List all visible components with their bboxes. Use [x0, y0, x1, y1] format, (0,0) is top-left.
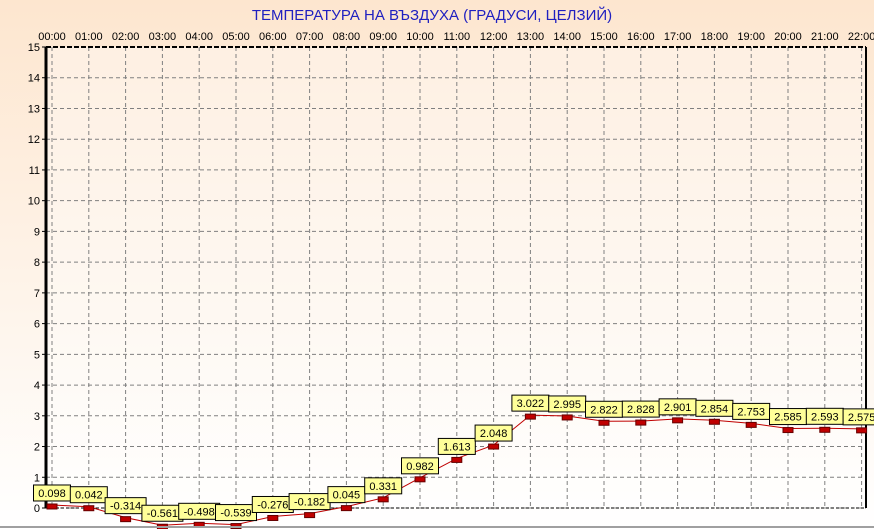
x-tick-label: 15:00 — [590, 31, 618, 43]
x-tick-label: 14:00 — [553, 31, 581, 43]
x-tick-label: 11:00 — [443, 31, 470, 43]
data-point — [598, 419, 610, 426]
data-point — [672, 417, 684, 424]
data-label-box — [327, 486, 366, 504]
data-label: 0.098 — [38, 488, 66, 500]
y-tick-label: 10 — [28, 196, 40, 208]
data-label-box — [437, 437, 476, 455]
y-tick-label: 7 — [34, 288, 40, 300]
data-point — [414, 476, 426, 483]
data-point — [635, 419, 647, 426]
y-tick-label: 2 — [34, 442, 40, 454]
data-label: 0.331 — [369, 481, 397, 493]
y-tick-label: 8 — [34, 257, 40, 269]
data-label: -0.498 — [184, 506, 215, 518]
data-point — [819, 426, 831, 433]
data-label: 2.822 — [590, 404, 618, 416]
x-tick-label: 22:00 — [848, 31, 874, 43]
x-tick-label: 21:00 — [811, 31, 839, 43]
data-label: -0.539 — [220, 508, 251, 520]
data-label: 2.901 — [664, 402, 692, 414]
data-point — [708, 418, 720, 425]
data-label: 0.042 — [75, 490, 103, 502]
data-label: 2.828 — [627, 404, 655, 416]
data-label-box — [69, 486, 108, 504]
data-label: 2.575 — [848, 412, 874, 424]
data-label: 2.854 — [701, 403, 729, 415]
x-tick-label: 03:00 — [149, 31, 177, 43]
data-point — [488, 443, 500, 450]
x-tick-label: 00:00 — [38, 31, 66, 43]
data-label: 2.593 — [811, 411, 839, 423]
y-tick-label: 13 — [28, 103, 40, 115]
data-point — [46, 503, 58, 510]
data-point — [524, 413, 536, 420]
data-point — [340, 505, 352, 512]
x-tick-label: 16:00 — [627, 31, 655, 43]
data-label: 2.753 — [737, 406, 765, 418]
x-tick-label: 19:00 — [737, 31, 765, 43]
x-tick-label: 09:00 — [369, 31, 397, 43]
data-label-box — [401, 457, 439, 475]
x-tick-label: 01:00 — [75, 31, 103, 43]
x-tick-label: 04:00 — [185, 31, 213, 43]
x-tick-label: 06:00 — [259, 31, 287, 43]
y-tick-label: 1 — [34, 472, 40, 484]
data-point — [304, 512, 316, 519]
data-point — [120, 516, 132, 523]
data-label: 2.995 — [553, 399, 581, 411]
data-label: 3.022 — [517, 398, 545, 410]
data-label: -0.561 — [147, 508, 178, 520]
data-point — [561, 414, 573, 421]
x-tick-label: 07:00 — [296, 31, 324, 43]
y-tick-label: 14 — [28, 73, 40, 85]
x-tick-label: 13:00 — [517, 31, 545, 43]
x-tick-label: 08:00 — [333, 31, 361, 43]
data-label: 0.982 — [406, 461, 434, 473]
y-tick-label: 3 — [34, 411, 40, 423]
x-tick-label: 10:00 — [406, 31, 434, 43]
plot-area — [46, 47, 866, 508]
data-point — [856, 427, 868, 434]
data-label: -0.314 — [110, 501, 141, 513]
x-tick-label: 12:00 — [480, 31, 508, 43]
data-point — [267, 514, 279, 521]
data-label-box — [364, 477, 403, 495]
data-label: -0.182 — [294, 497, 325, 509]
x-tick-label: 20:00 — [774, 31, 802, 43]
data-point — [782, 427, 794, 434]
y-tick-label: 9 — [34, 226, 40, 238]
x-tick-label: 05:00 — [222, 31, 250, 43]
data-point — [83, 505, 95, 512]
data-label: 2.585 — [774, 412, 802, 424]
data-label: 2.048 — [480, 428, 508, 440]
y-tick-label: 6 — [34, 319, 40, 331]
data-label: -0.276 — [257, 499, 288, 511]
data-point — [377, 496, 389, 503]
data-label: 1.613 — [443, 441, 471, 453]
y-tick-label: 12 — [28, 134, 40, 146]
data-label-box — [842, 408, 874, 426]
data-label: 0.045 — [333, 490, 361, 502]
x-tick-label: 18:00 — [701, 31, 729, 43]
y-tick-label: 5 — [34, 349, 40, 361]
y-tick-label: 11 — [29, 165, 40, 177]
y-tick-label: 4 — [34, 380, 40, 392]
y-tick-label: 0 — [34, 503, 40, 515]
data-point — [745, 421, 757, 428]
x-tick-label: 17:00 — [664, 31, 692, 43]
data-label-box — [474, 424, 513, 442]
x-tick-label: 02:00 — [112, 31, 140, 43]
data-point — [451, 456, 463, 463]
y-tick-label: 15 — [28, 42, 40, 54]
chart-title: ТЕМПЕРАТУРА НА ВЪЗДУХА (ГРАДУСИ, ЦЕЛЗИЙ) — [252, 6, 612, 24]
